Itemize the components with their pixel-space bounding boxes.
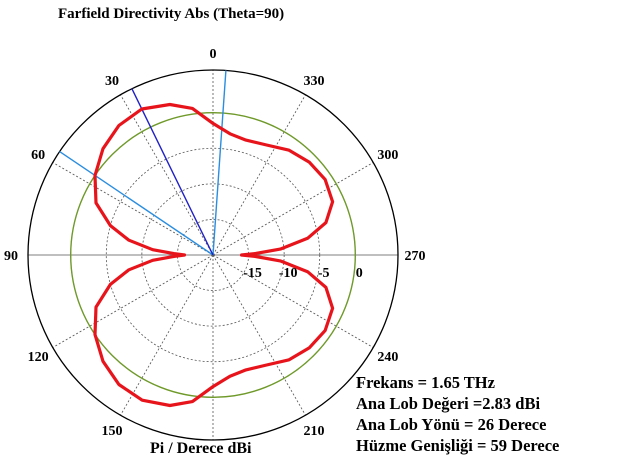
radial-gridline	[212, 254, 306, 416]
marker-line-0	[212, 70, 227, 256]
info-main-lobe-direction: Ana Lob Yönü = 26 Derece	[356, 415, 547, 434]
angle-tick-label-270: 270	[405, 249, 426, 264]
outer-circle	[27, 69, 399, 441]
info-panel: Frekans = 1.65 THz Ana Lob Değeri =2.83 …	[356, 372, 559, 456]
info-frequency: Frekans = 1.65 THz	[356, 373, 495, 392]
radial-gridline	[52, 254, 214, 348]
angle-tick-label-30: 30	[105, 74, 119, 89]
marker-line-1	[59, 150, 214, 256]
radial-tick-label-1: -10	[279, 266, 298, 281]
directivity-curve	[93, 102, 335, 408]
radial-gridline	[120, 94, 214, 256]
chart-title: Farfield Directivity Abs (Theta=90)	[58, 6, 285, 22]
marker-line-2	[131, 88, 214, 256]
radial-tick-label-0: -15	[243, 266, 262, 281]
radial-gridline	[212, 254, 374, 348]
angle-tick-label-150: 150	[102, 424, 123, 439]
angle-tick-label-300: 300	[377, 148, 398, 163]
info-main-lobe-value: Ana Lob Değeri =2.83 dBi	[356, 394, 541, 413]
angle-tick-label-210: 210	[304, 424, 325, 439]
circular-gridline	[105, 147, 321, 363]
radial-gridline	[52, 162, 214, 256]
circular-gridline	[141, 183, 285, 327]
radial-gridline	[120, 254, 214, 416]
angle-tick-label-330: 330	[304, 74, 325, 89]
angular-unit-label: Pi / Derece dBi	[150, 440, 252, 457]
angle-tick-label-90: 90	[4, 249, 18, 264]
angle-tick-label-240: 240	[377, 350, 398, 365]
radial-gridline	[212, 162, 374, 256]
radial-tick-label-2: -5	[318, 266, 330, 281]
info-beam-width: Hüzme Genişliği = 59 Derece	[356, 436, 560, 455]
polar-labels: 0 30 60 90 120 150 210 240 270 300 330 -15 -10 -5 0	[4, 47, 426, 439]
angle-tick-label-60: 60	[31, 148, 45, 163]
angle-tick-label-120: 120	[28, 350, 49, 365]
radial-gridline	[212, 94, 306, 256]
radial-tick-label-3: 0	[356, 266, 363, 281]
angle-tick-label-0: 0	[210, 47, 217, 62]
reference-circle	[69, 111, 357, 399]
polar-marks	[59, 70, 357, 408]
